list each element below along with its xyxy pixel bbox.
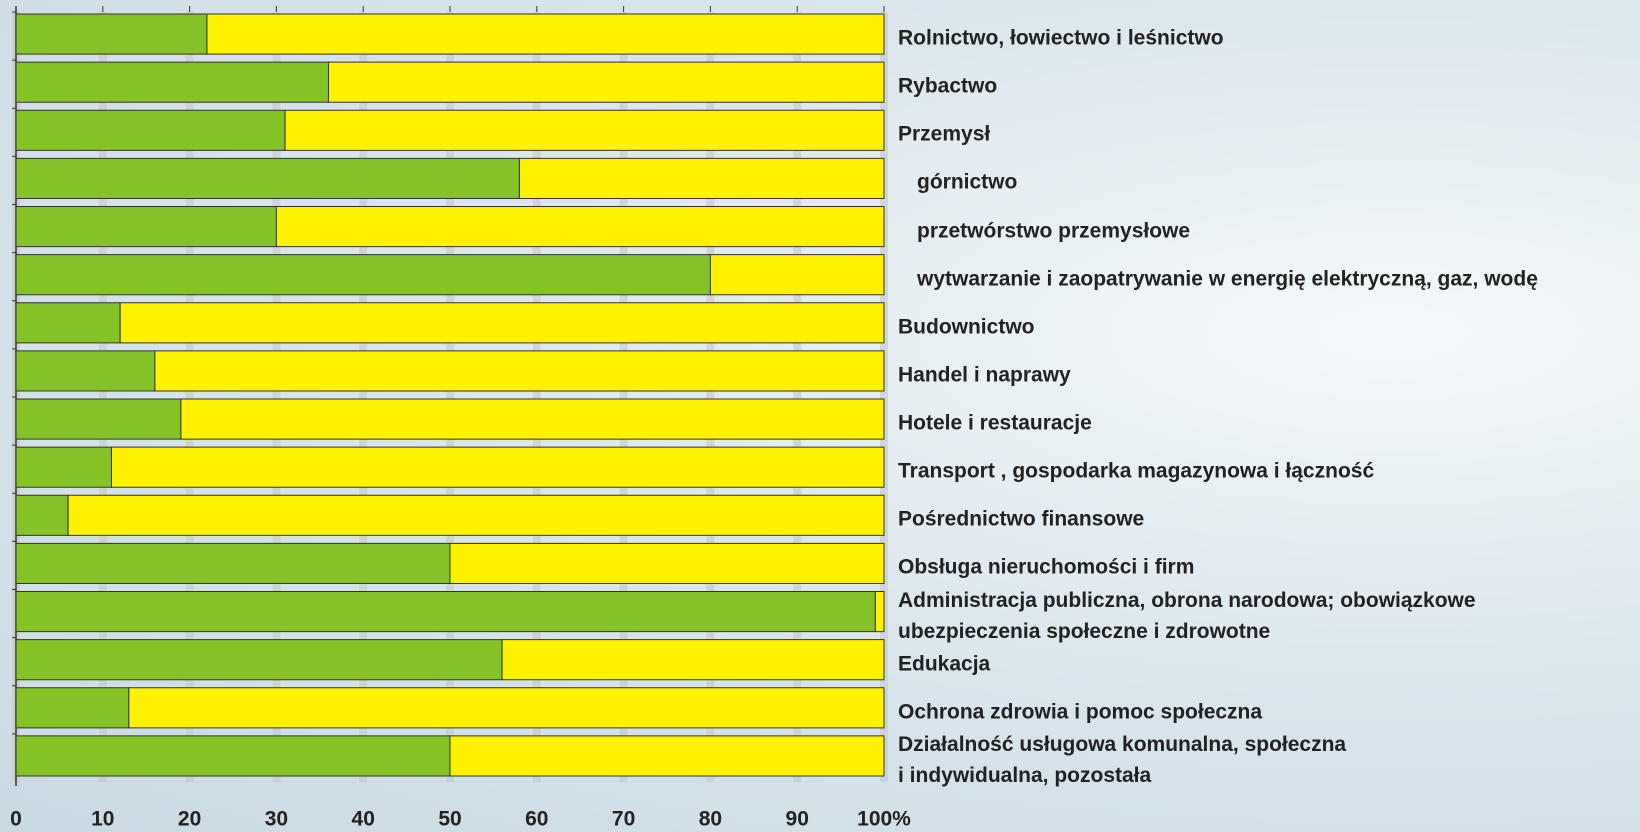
category-label: przetwórstwo przemysłowe — [917, 215, 1190, 246]
bar-segment — [111, 447, 884, 487]
category-label: Handel i naprawy — [898, 359, 1071, 390]
category-label: Rybactwo — [898, 71, 997, 102]
x-tick-label: 10 — [91, 808, 114, 831]
bar-segment — [328, 62, 884, 102]
x-tick-label: 60 — [525, 808, 548, 831]
bar-segment — [16, 640, 502, 680]
category-label: Ochrona zdrowia i pomoc społeczna — [898, 696, 1262, 727]
page: 0 10 20 30 40 50 60 70 80 90 100% Rolnictwo, łowie… — [0, 0, 1640, 832]
bar-segment — [181, 399, 884, 439]
bar-segment — [276, 207, 884, 247]
x-tick-label: 40 — [352, 808, 375, 831]
chart: 0 10 20 30 40 50 60 70 80 90 100% — [0, 0, 1640, 832]
bar-segment — [16, 303, 120, 343]
category-label: Hotele i restauracje — [898, 408, 1092, 439]
x-tick-label: 70 — [612, 808, 635, 831]
bar-segment — [875, 592, 884, 632]
x-tick-label: 80 — [699, 808, 722, 831]
bar-segment — [450, 736, 884, 776]
bar-segment — [16, 255, 710, 295]
category-label: Edukacja — [898, 648, 990, 679]
category-label: Obsługa nieruchomości i firm — [898, 552, 1194, 583]
bar-segment — [16, 158, 519, 198]
category-label: Rolnictwo, łowiectwo i leśnictwo — [898, 23, 1224, 54]
bar-segment — [16, 62, 328, 102]
bar-segment — [16, 543, 450, 583]
bar-segment — [16, 688, 129, 728]
bar-segment — [68, 495, 884, 535]
bar-segment — [16, 14, 207, 54]
x-tick-label: 50 — [438, 808, 461, 831]
category-label: wytwarzanie i zaopatrywanie w energię el… — [917, 263, 1538, 294]
category-label: górnictwo — [917, 167, 1017, 198]
bar-segment — [450, 543, 884, 583]
bar-segment — [16, 351, 155, 391]
category-label: Budownictwo — [898, 311, 1034, 342]
bar-segment — [502, 640, 884, 680]
x-tick-label: 0 — [10, 808, 22, 831]
bar-segment — [16, 110, 285, 150]
bar-segment — [120, 303, 884, 343]
bar-segment — [16, 207, 276, 247]
bar-segment — [16, 447, 111, 487]
x-tick-label: 90 — [786, 808, 809, 831]
x-tick-label: 30 — [265, 808, 288, 831]
bar-segment — [155, 351, 884, 391]
bar-segment — [207, 14, 884, 54]
bar-segment — [519, 158, 884, 198]
category-label: Pośrednictwo finansowe — [898, 504, 1144, 535]
bar-segment — [16, 592, 875, 632]
category-label: Transport , gospodarka magazynowa i łącz… — [898, 456, 1374, 487]
category-label: Działalność usługowa komunalna, społeczn… — [898, 729, 1346, 791]
bar-segment — [16, 736, 450, 776]
bar-segment — [285, 110, 884, 150]
bar-segment — [16, 399, 181, 439]
bar-segment — [16, 495, 68, 535]
bar-segment — [129, 688, 884, 728]
x-tick-label: 100% — [857, 808, 911, 831]
x-tick-label: 20 — [178, 808, 201, 831]
category-label: Administracja publiczna, obrona narodowa… — [898, 585, 1476, 647]
category-label: Przemysł — [898, 119, 990, 150]
bar-segment — [710, 255, 884, 295]
